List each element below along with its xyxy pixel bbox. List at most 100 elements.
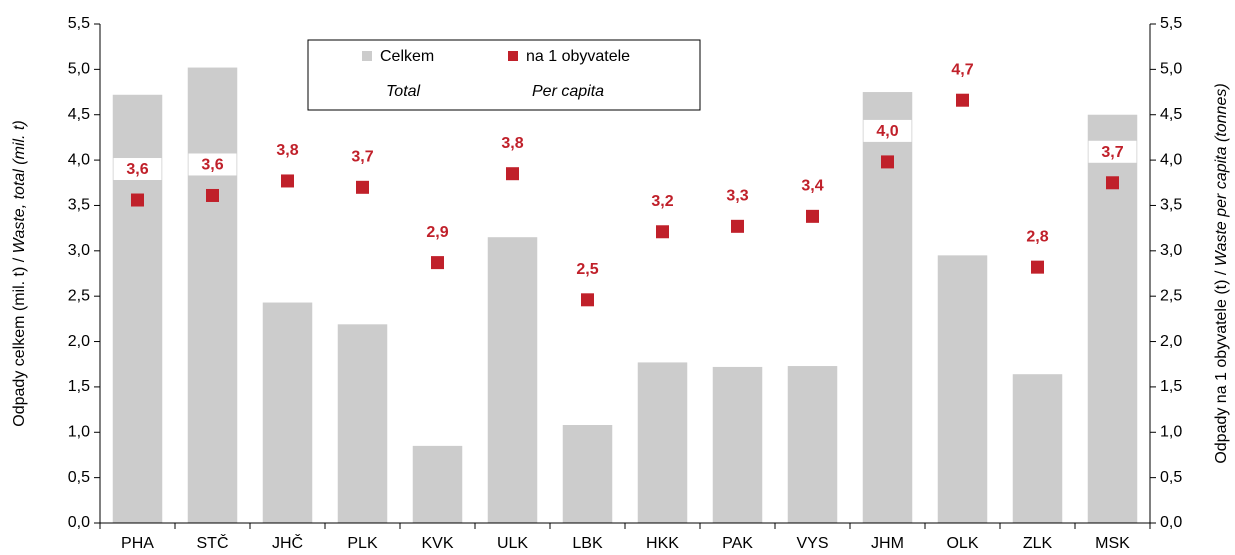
y2-tick-label: 5,5 [1160, 15, 1182, 32]
legend-swatch [362, 51, 372, 61]
bar [1012, 374, 1063, 523]
legend-label: na 1 obyvatele [526, 48, 630, 65]
x-tick-label: JHČ [272, 533, 303, 552]
bar [787, 366, 838, 523]
data-label: 3,4 [801, 178, 823, 195]
data-label-bg [113, 158, 162, 181]
data-label: 2,5 [576, 261, 598, 278]
data-label: 3,2 [651, 193, 673, 210]
bar [412, 445, 463, 523]
bar [562, 425, 613, 523]
x-tick-label: PHA [121, 535, 154, 552]
y2-tick-label: 2,0 [1160, 333, 1182, 350]
y-tick-label: 3,5 [68, 197, 90, 214]
bar [1087, 114, 1138, 524]
y-axis-title-part: Odpady celkem (mil. t) / [11, 253, 28, 426]
y2-tick-label: 0,0 [1160, 514, 1182, 531]
x-tick-label: JHM [871, 535, 904, 552]
bar [937, 255, 988, 523]
data-label-bg [938, 58, 987, 81]
x-tick-label: KVK [421, 535, 453, 552]
y-tick-label: 4,0 [68, 151, 90, 168]
x-tick-label: MSK [1095, 535, 1130, 552]
y-tick-label: 1,5 [68, 378, 90, 395]
data-label-bg [488, 131, 537, 154]
y2-tick-label: 4,5 [1160, 106, 1182, 123]
data-label-bg [1013, 225, 1062, 248]
y2-tick-label: 4,0 [1160, 151, 1182, 168]
data-label-bg [863, 119, 912, 142]
x-tick-label: STČ [197, 533, 229, 552]
data-label: 3,8 [276, 142, 298, 159]
y2-axis-title-part: Waste per capita (tonnes) [1213, 83, 1230, 266]
legend-box [307, 39, 701, 111]
data-label: 2,9 [426, 224, 448, 241]
data-label: 3,7 [351, 149, 373, 166]
data-label: 4,7 [951, 61, 973, 78]
legend-label-en: Total [386, 83, 421, 100]
x-tick-label: ZLK [1023, 535, 1053, 552]
bar [712, 366, 763, 523]
data-label-bg [788, 174, 837, 197]
marker [506, 167, 519, 181]
y2-tick-label: 3,5 [1160, 197, 1182, 214]
legend-label-en: Per capita [532, 83, 604, 100]
data-label: 3,8 [501, 135, 523, 152]
marker [956, 93, 969, 107]
bar [487, 237, 538, 523]
data-label-bg [338, 145, 387, 168]
data-label-bg [413, 220, 462, 243]
marker [881, 155, 894, 169]
marker [731, 219, 744, 233]
y-tick-label: 2,0 [68, 333, 90, 350]
data-label-bg [563, 257, 612, 280]
marker [131, 193, 144, 207]
marker [206, 188, 219, 202]
data-label: 4,0 [876, 123, 898, 140]
y-tick-label: 0,5 [68, 469, 90, 486]
data-label-bg [188, 153, 237, 176]
data-label-bg [713, 184, 762, 207]
legend-swatch [508, 51, 518, 61]
y-tick-label: 3,0 [68, 242, 90, 259]
x-tick-label: ULK [497, 535, 528, 552]
data-label-bg [263, 138, 312, 161]
marker [281, 174, 294, 188]
x-tick-label: PAK [722, 535, 753, 552]
y2-axis-title-part: Odpady na 1 obyvatele (t) / [1213, 266, 1230, 463]
y2-tick-label: 5,0 [1160, 61, 1182, 78]
y-tick-label: 2,5 [68, 287, 90, 304]
x-tick-label: LBK [572, 535, 603, 552]
marker [431, 256, 444, 270]
marker [656, 225, 669, 239]
marker [1106, 176, 1119, 190]
y2-tick-label: 2,5 [1160, 287, 1182, 304]
data-label: 3,6 [201, 157, 223, 174]
x-tick-label: VYS [796, 535, 828, 552]
marker [356, 180, 369, 194]
bar [337, 324, 388, 523]
data-label: 3,7 [1101, 144, 1123, 161]
y2-tick-label: 0,5 [1160, 469, 1182, 486]
y-tick-label: 4,5 [68, 106, 90, 123]
y-tick-label: 5,5 [68, 15, 90, 32]
data-label-bg [638, 189, 687, 212]
y2-tick-label: 1,0 [1160, 423, 1182, 440]
marker [581, 293, 594, 307]
bar [187, 67, 238, 524]
y-axis-title-part: Waste, total (mil. t) [11, 120, 28, 253]
x-tick-label: PLK [347, 535, 378, 552]
marker [806, 209, 819, 223]
x-tick-label: OLK [946, 535, 978, 552]
x-tick-label: HKK [646, 535, 679, 552]
y-axis-title: Odpady celkem (mil. t) / Waste, total (m… [11, 120, 28, 426]
y-tick-label: 5,0 [68, 61, 90, 78]
legend-label: Celkem [380, 48, 434, 65]
data-label: 2,8 [1026, 228, 1048, 245]
y2-axis-title: Odpady na 1 obyvatele (t) / Waste per ca… [1213, 83, 1230, 463]
marker [1031, 260, 1044, 274]
bar [262, 302, 313, 523]
data-label-bg [1088, 140, 1137, 163]
y-tick-label: 1,0 [68, 423, 90, 440]
